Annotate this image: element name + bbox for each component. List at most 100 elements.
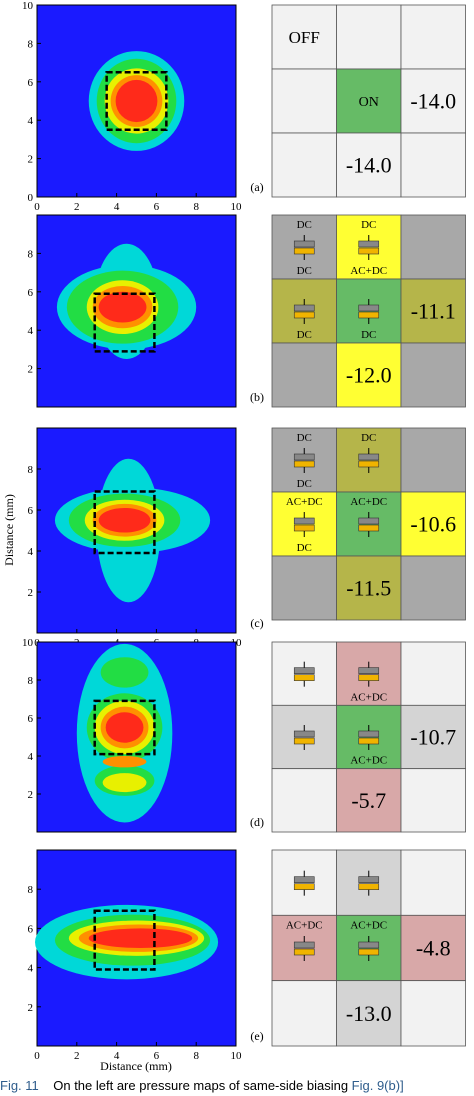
bias-label: DC xyxy=(361,329,376,341)
panel-label: (a) xyxy=(250,180,263,194)
x-tick-label: 0 xyxy=(34,1050,40,1062)
y-tick-label: 8 xyxy=(28,38,34,50)
electrode-outline xyxy=(93,292,156,353)
bias-label: AC+DC xyxy=(350,265,387,277)
y-tick-label: 10 xyxy=(22,637,34,649)
y-tick-label: 6 xyxy=(28,923,34,935)
x-tick-label: 6 xyxy=(154,1050,160,1062)
x-tick-label: 4 xyxy=(114,201,120,213)
y-tick-label: 8 xyxy=(28,884,34,896)
off-label: OFF xyxy=(289,28,320,47)
grid-cell xyxy=(271,555,337,621)
electrode-grid-2: DC DC DC AC+DC DC AC+DC -10.6 -11.5 xyxy=(271,427,466,621)
on-label: ON xyxy=(359,95,379,110)
y-axis-title: Distance (mm) xyxy=(2,494,16,566)
pressure-contour-red xyxy=(115,79,158,123)
electrode-grid-4: AC+DC AC+DC -4.8 -13.0 xyxy=(271,849,466,1047)
pressure-contour-red xyxy=(105,712,144,743)
capacitor-icon xyxy=(358,304,380,312)
capacitor-icon xyxy=(293,304,315,312)
grid-cell xyxy=(400,914,466,982)
electrode-grid-3: AC+DC AC+DC -10.7 -5.7 xyxy=(271,641,466,833)
caption-figure-number: Fig. 11 xyxy=(0,1078,39,1093)
grid-cell xyxy=(271,768,337,833)
panel-label: (b) xyxy=(250,390,264,404)
bias-label: DC xyxy=(297,329,312,341)
bias-label: DC xyxy=(297,265,312,277)
heatmap-panel-3: 2 4 6 8 10 (d) xyxy=(22,637,264,833)
grid-cell xyxy=(400,278,466,344)
y-tick-label: 0 xyxy=(28,192,34,204)
capacitor-icon xyxy=(358,730,380,738)
grid-cell xyxy=(400,980,466,1047)
x-axis-title: Distance (mm) xyxy=(100,1059,172,1073)
y-tick-label: 2 xyxy=(28,587,34,599)
capacitor-icon xyxy=(293,247,315,255)
y-tick-label: 4 xyxy=(28,115,34,127)
bias-label: AC+DC xyxy=(286,496,323,508)
capacitor-icon xyxy=(358,737,380,745)
capacitor-icon xyxy=(293,876,315,883)
bias-label: DC xyxy=(297,219,312,231)
capacitor-icon xyxy=(293,948,315,956)
x-tick-label: 4 xyxy=(114,1050,120,1062)
bias-label: DC xyxy=(297,478,312,490)
bias-label: AC+DC xyxy=(350,919,387,931)
x-tick-label: 8 xyxy=(193,1050,199,1062)
y-tick-label: 4 xyxy=(28,325,34,337)
heatmap-panel-0: 0 2 4 6 8 10 0 2 4 6 8 10 (a) xyxy=(22,0,264,213)
grid-cell xyxy=(271,980,337,1047)
grid-cell xyxy=(400,4,466,70)
bias-label: AC+DC xyxy=(350,691,387,703)
grid-cell xyxy=(400,641,466,706)
capacitor-icon xyxy=(293,517,315,525)
x-tick-label: 2 xyxy=(74,1050,80,1062)
pressure-value: -10.7 xyxy=(410,725,456,750)
electrode-outline xyxy=(93,909,156,971)
y-tick-label: 6 xyxy=(28,287,34,299)
y-tick-label: 2 xyxy=(28,789,34,801)
pressure-value: -14.0 xyxy=(346,153,392,178)
grid-cell xyxy=(336,4,402,70)
panel-label: (d) xyxy=(250,815,264,829)
capacitor-icon xyxy=(358,883,380,890)
pressure-contour-red xyxy=(98,291,147,323)
capacitor-icon xyxy=(293,240,315,248)
capacitor-icon xyxy=(358,453,380,461)
heatmap-panel-4: 2 4 6 8 0 2 4 6 8 10 (e) xyxy=(28,849,264,1062)
x-tick-label: 10 xyxy=(231,1050,243,1062)
capacitor-icon xyxy=(293,524,315,532)
pressure-contour-green xyxy=(100,657,149,688)
capacitor-icon xyxy=(293,883,315,890)
capacitor-icon xyxy=(293,737,315,745)
pressure-value: -11.1 xyxy=(411,299,456,324)
pressure-value: -14.0 xyxy=(410,89,456,114)
x-tick-label: 2 xyxy=(74,201,80,213)
y-tick-label: 4 xyxy=(28,546,34,558)
capacitor-icon xyxy=(358,311,380,319)
capacitor-icon xyxy=(293,730,315,738)
pressure-value: -13.0 xyxy=(346,1001,392,1026)
bias-label: AC+DC xyxy=(350,755,387,767)
capacitor-icon xyxy=(293,674,315,681)
grid-cell xyxy=(400,704,466,770)
x-tick-label: 8 xyxy=(193,201,199,213)
electrode-outline xyxy=(105,70,168,132)
bias-label: DC xyxy=(297,432,312,444)
grid-cell xyxy=(271,4,337,70)
pressure-contour-red xyxy=(98,507,151,533)
y-tick-label: 2 xyxy=(28,1002,34,1014)
capacitor-icon xyxy=(358,948,380,956)
grid-cell xyxy=(400,427,466,493)
pressure-value: -12.0 xyxy=(346,363,392,388)
y-tick-label: 6 xyxy=(28,713,34,725)
grid-cell xyxy=(271,132,337,198)
grid-cell xyxy=(400,768,466,833)
panel-label: (c) xyxy=(250,616,263,630)
grid-cell xyxy=(336,68,402,134)
grid-cell xyxy=(336,132,402,198)
panel-label: (e) xyxy=(250,1029,263,1043)
capacitor-icon xyxy=(358,674,380,681)
caption-link[interactable]: Fig. 9(b)] xyxy=(351,1078,404,1093)
